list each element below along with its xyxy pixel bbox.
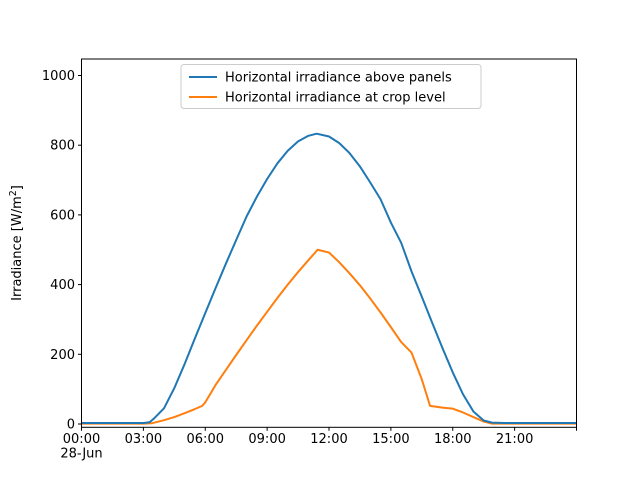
legend-box [180, 64, 482, 109]
y-tick-label: 1000 [42, 69, 75, 84]
x-tick-label: 09:00 [248, 432, 285, 447]
x-tick-label: 06:00 [187, 432, 224, 447]
y-tick-label: 0 [67, 418, 75, 433]
x-date-label: 28-Jun [60, 447, 102, 462]
x-tick-label: 12:00 [310, 432, 347, 447]
x-tick-label: 03:00 [125, 432, 162, 447]
series-line-above-panels [81, 132, 577, 424]
y-tick-label: 400 [50, 278, 75, 293]
series-line-crop-level [81, 248, 577, 425]
legend: Horizontal irradiance above panels Horiz… [180, 64, 482, 109]
y-tick-label: 800 [50, 139, 75, 154]
y-tick-label: 200 [50, 348, 75, 363]
x-tick-label: 15:00 [372, 432, 409, 447]
plot-area-frame [81, 58, 577, 428]
x-tick-label: 00:00 [63, 432, 100, 447]
y-axis-label-bracket: ] [10, 185, 25, 190]
y-axis-label: Irradiance [W/m2] [8, 185, 25, 301]
legend-label-crop-level: Horizontal irradiance at crop level [225, 91, 446, 106]
x-tick-label: 21:00 [496, 432, 533, 447]
legend-label-above-panels: Horizontal irradiance above panels [225, 71, 452, 86]
y-axis-label-main: Irradiance [W/m [10, 196, 25, 301]
series-lines [81, 132, 577, 425]
x-tick-label: 18:00 [434, 432, 471, 447]
y-tick-label: 600 [50, 208, 75, 223]
y-axis-label-superscript: 2 [8, 190, 19, 196]
